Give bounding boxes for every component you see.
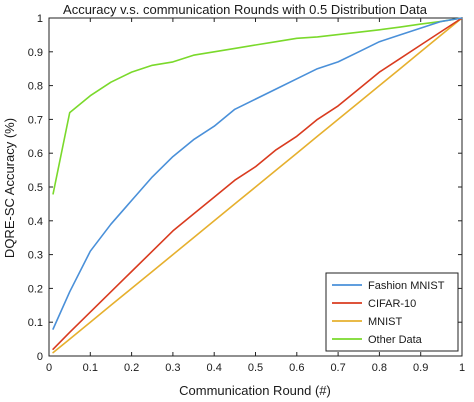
series-line-other-data bbox=[52, 17, 463, 195]
y-tick-label: 0.5 bbox=[28, 182, 43, 194]
x-tick-label: 0 bbox=[46, 362, 52, 374]
y-tick-label: 0.2 bbox=[28, 283, 43, 295]
series-line-fashion-mnist bbox=[52, 17, 463, 330]
legend-box bbox=[325, 272, 459, 352]
plot-area: 0 0.1 0.2 0.3 0.4 0.5 0.6 0.7 0.8 0.9 1 0 0.1 0.2 0.3 0… bbox=[28, 13, 465, 374]
x-tick-label: 0.3 bbox=[165, 362, 180, 374]
x-tick-label: 0.9 bbox=[413, 362, 428, 374]
x-tick-label: 0.5 bbox=[248, 362, 263, 374]
y-tick-label: 0 bbox=[37, 351, 43, 363]
y-tick-label: 0.9 bbox=[28, 47, 43, 59]
legend: Fashion MNIST CIFAR-10 MNIST Other Data bbox=[325, 272, 459, 352]
chart-title: Accuracy v.s. communication Rounds with … bbox=[63, 2, 428, 17]
x-axis-label: Communication Round (#) bbox=[179, 383, 331, 398]
x-tick-label: 0.7 bbox=[330, 362, 345, 374]
x-tick-label: 0.2 bbox=[124, 362, 139, 374]
y-tick-label: 0.8 bbox=[28, 81, 43, 93]
series-line-mnist bbox=[52, 17, 463, 354]
x-tick-label: 0.8 bbox=[372, 362, 387, 374]
y-axis-label: DQRE-SC Accuracy (%) bbox=[2, 118, 17, 258]
y-tick-label: 0.6 bbox=[28, 148, 43, 160]
legend-label-fashion-mnist: Fashion MNIST bbox=[368, 280, 445, 292]
y-tick-label: 1 bbox=[37, 13, 43, 25]
y-tick-label: 0.7 bbox=[28, 114, 43, 126]
x-tick-label: 0.6 bbox=[289, 362, 304, 374]
x-tick-label: 0.1 bbox=[83, 362, 98, 374]
x-tick-label: 0.4 bbox=[207, 362, 222, 374]
legend-label-cifar-10: CIFAR-10 bbox=[368, 298, 416, 310]
legend-label-mnist: MNIST bbox=[368, 316, 403, 328]
legend-label-other-data: Other Data bbox=[368, 334, 423, 346]
y-tick-label: 0.3 bbox=[28, 250, 43, 262]
series-line-cifar-10 bbox=[52, 17, 463, 351]
x-tick-label: 1 bbox=[459, 362, 465, 374]
y-tick-label: 0.1 bbox=[28, 317, 43, 329]
y-tick-label: 0.4 bbox=[28, 216, 43, 228]
